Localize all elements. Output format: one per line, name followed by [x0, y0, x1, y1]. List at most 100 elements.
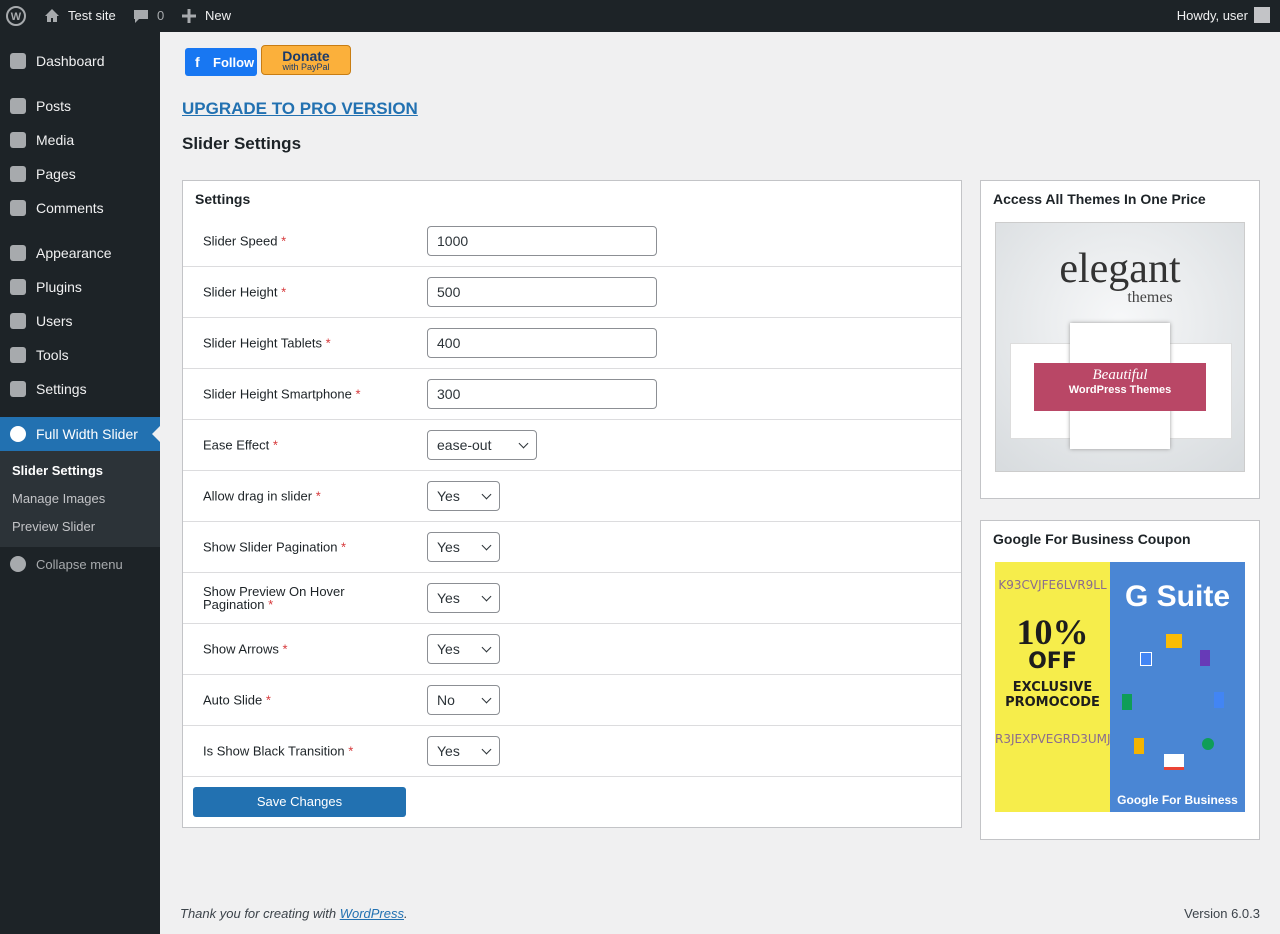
comment-count[interactable]: 0: [157, 8, 165, 23]
text-input[interactable]: 1000: [427, 226, 657, 256]
input-value: 300: [437, 386, 461, 402]
menu-item[interactable]: Plugins: [0, 270, 160, 304]
ad-text: elegant: [1059, 246, 1181, 292]
select-input[interactable]: ease-out: [427, 430, 537, 460]
label-text: Show Preview On Hover Pagination: [203, 584, 345, 612]
new-link[interactable]: New: [205, 8, 232, 23]
menu-item[interactable]: Settings: [0, 372, 160, 406]
submenu-item[interactable]: Preview Slider: [12, 519, 96, 534]
menu-icon: [10, 347, 26, 363]
wordpress-link[interactable]: WordPress: [339, 906, 404, 921]
sidebar: Dashboard Posts Media Pages Comments Appearan…: [0, 32, 160, 934]
form-row: Slider Height * 500: [183, 267, 961, 318]
donate-button[interactable]: Donate with PayPal: [261, 45, 351, 75]
label-text: Show Arrows: [203, 641, 279, 657]
themes-ad[interactable]: elegant themes Beautiful WordPress Theme…: [995, 222, 1245, 472]
follow-button[interactable]: f Follow: [185, 48, 257, 76]
select-input[interactable]: Yes: [427, 532, 500, 562]
menu-label: Pages: [36, 166, 76, 182]
select-chevron: [481, 591, 492, 602]
field-label: Slider Speed *: [203, 235, 393, 248]
menu-icon: [10, 313, 26, 329]
comment-icon: [134, 10, 148, 23]
menu-icon: [10, 98, 26, 114]
wp-logo[interactable]: W: [6, 6, 26, 26]
menu-item[interactable]: Appearance: [0, 236, 160, 270]
menu-item[interactable]: Tools: [0, 338, 160, 372]
menu-item[interactable]: Comments: [0, 191, 160, 225]
site-name[interactable]: Test site: [68, 8, 116, 23]
plus-icon: [182, 9, 196, 23]
select-input[interactable]: Yes: [427, 481, 500, 511]
howdy[interactable]: Howdy, user: [1176, 8, 1248, 23]
form-row: Show Arrows * Yes: [183, 624, 961, 675]
menu-item[interactable]: Users: [0, 304, 160, 338]
form-row: Show Slider Pagination * Yes: [183, 522, 961, 573]
menu-group: Dashboard: [0, 44, 160, 78]
field-label: Show Preview On Hover Pagination *: [203, 585, 393, 611]
label-text: Slider Height: [203, 284, 278, 300]
select-input[interactable]: Yes: [427, 583, 500, 613]
label-text: Slider Speed: [203, 233, 278, 249]
label-text: Allow drag in slider: [203, 488, 313, 504]
menu-label: Settings: [36, 381, 87, 397]
required-mark: *: [325, 335, 331, 351]
text-input[interactable]: 400: [427, 328, 657, 358]
settings-panel: Settings Slider Speed * 1000 Slider Height…: [182, 180, 962, 828]
form-row: Allow drag in slider * Yes: [183, 471, 961, 522]
select-input[interactable]: Yes: [427, 736, 500, 766]
field-label: Slider Height Tablets *: [203, 337, 393, 350]
menu-icon: [10, 53, 26, 69]
input-value: No: [437, 692, 455, 708]
text-input[interactable]: 500: [427, 277, 657, 307]
text-input[interactable]: 300: [427, 379, 657, 409]
page-title: Slider Settings: [182, 134, 302, 153]
required-mark: *: [265, 692, 271, 708]
select-chevron: [481, 693, 492, 704]
select-chevron: [481, 489, 492, 500]
input-value: Yes: [437, 590, 460, 606]
menu-item[interactable]: Pages: [0, 157, 160, 191]
admin-bar: W Test site 0 New Howdy, user: [0, 0, 1280, 32]
menu-item[interactable]: Posts: [0, 89, 160, 123]
save-button[interactable]: Save Changes: [193, 787, 406, 817]
field-label: Slider Height Smartphone *: [203, 388, 393, 401]
menu-item[interactable]: Full Width Slider: [0, 417, 160, 451]
form-row: Slider Height Smartphone * 300: [183, 369, 961, 420]
upgrade-link[interactable]: UPGRADE TO PRO VERSION: [182, 99, 418, 118]
select-input[interactable]: No: [427, 685, 500, 715]
ad-text: themes: [1127, 289, 1173, 306]
menu-label: Comments: [36, 200, 104, 216]
field-label: Show Arrows *: [203, 643, 393, 656]
field-label: Allow drag in slider *: [203, 490, 393, 503]
menu-group: Appearance Plugins Users Tools Settings: [0, 236, 160, 406]
form-row: Auto Slide * No: [183, 675, 961, 726]
menu-group: Posts Media Pages Comments: [0, 89, 160, 225]
menu-item[interactable]: Media: [0, 123, 160, 157]
field-label: Auto Slide *: [203, 694, 393, 707]
coupon-ad[interactable]: K93CVJFE6LVR9LL 10% OFF EXCLUSIVE PROMOC…: [995, 562, 1245, 812]
label-text: Slider Height Smartphone: [203, 386, 352, 402]
menu-icon: [10, 166, 26, 182]
menu-icon: [10, 381, 26, 397]
menu: Dashboard Posts Media Pages Comments Appearan…: [0, 32, 160, 406]
menu-label: Tools: [36, 347, 69, 363]
submenu-item[interactable]: Manage Images: [12, 491, 106, 506]
form-row: Slider Speed * 1000: [183, 216, 961, 267]
collapse-menu[interactable]: Collapse menu: [0, 547, 160, 581]
menu-label: Posts: [36, 98, 72, 114]
form-row: Show Preview On Hover Pagination * Yes: [183, 573, 961, 624]
select-chevron: [518, 438, 529, 449]
field-label: Is Show Black Transition *: [203, 745, 393, 758]
avatar[interactable]: [1254, 7, 1270, 23]
label-text: Auto Slide: [203, 692, 263, 708]
select-chevron: [481, 744, 492, 755]
required-mark: *: [272, 437, 278, 453]
required-mark: *: [282, 641, 288, 657]
label-text: Show Slider Pagination: [203, 539, 338, 555]
menu-item[interactable]: Dashboard: [0, 44, 160, 78]
select-input[interactable]: Yes: [427, 634, 500, 664]
label-text: Is Show Black Transition: [203, 743, 345, 759]
form-row: Slider Height Tablets * 400: [183, 318, 961, 369]
submenu-item[interactable]: Slider Settings: [12, 463, 104, 478]
